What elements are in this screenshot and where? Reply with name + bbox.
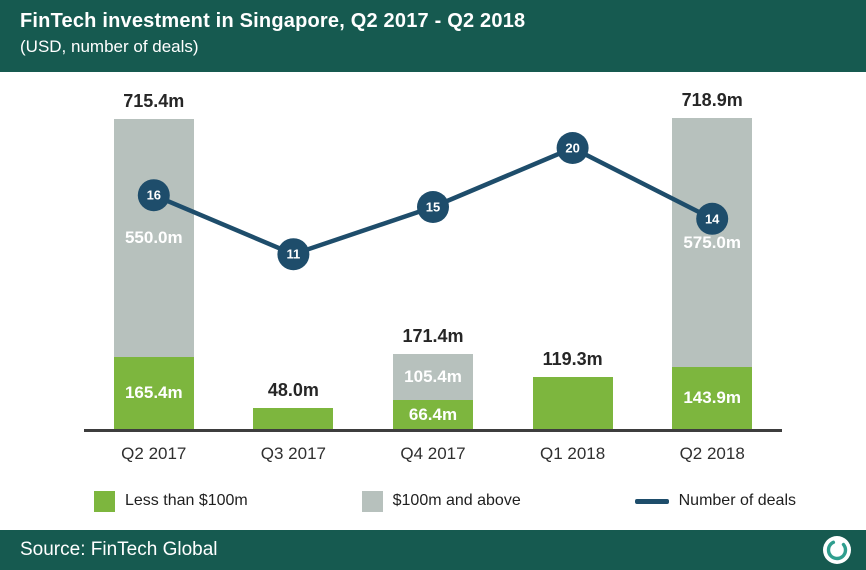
bar-total-label: 718.9m [681,90,743,110]
legend-item-less-than-100m: Less than $100m [94,490,248,512]
x-axis-line [84,429,782,432]
legend-item-number-of-deals: Number of deals [634,492,796,510]
bar-segment-lessthan100m-Q2-2018: 143.9m [672,367,753,429]
bar-segment-100mandabove-Q2-2018: 575.0m [672,118,753,367]
bar-segment-100mandabove-Q2-2017: 550.0m [113,119,194,357]
legend: Less than $100m $100m and above Number o… [0,488,866,514]
deals-marker [277,238,310,271]
source-text: Source: FinTech Global [20,539,218,560]
bar-segment-lessthan100m-Q3-2017 [253,408,334,429]
x-axis-label: Q4 2017 [400,444,466,463]
x-axis-label: Q2 2017 [121,444,187,463]
gray-swatch-icon [361,490,383,512]
bar-total-label: 119.3m [542,349,603,369]
x-axis-label: Q2 2018 [679,444,745,463]
bar-segment-100mandabove-Q4-2017: 105.4m [393,354,473,400]
x-axis-label: Q3 2017 [260,444,326,463]
deals-marker-value: 15 [426,200,440,215]
chart-header: FinTech investment in Singapore, Q2 2017… [0,0,866,72]
deals-line [152,145,714,257]
fintech-global-logo-icon [822,535,852,565]
segment-value-label: 66.4m [408,404,458,424]
bar-total-label: 715.4m [123,91,185,111]
bar-segment-lessthan100m-Q1-2018 [532,377,613,429]
segment-value-label: 575.0m [683,232,742,252]
bar-total-label: 171.4m [402,326,464,346]
green-swatch-icon [94,490,115,512]
segment-value-label: 550.0m [124,228,183,247]
deals-marker-value: 20 [565,141,579,156]
bar-total-label: 48.0m [267,380,319,400]
bar-segment-lessthan100m-Q2-2017: 165.4m [113,357,194,429]
deals-marker [556,132,589,164]
x-axis-label: Q1 2018 [539,444,606,463]
deals-line-swatch-icon [634,498,669,504]
bar-segment-lessthan100m-Q4-2017: 66.4m [393,400,473,429]
legend-label-100m-and-above: $100m and above [392,492,521,509]
segment-value-label: 105.4m [404,367,462,386]
legend-label-number-of-deals: Number of deals [678,492,796,509]
segment-value-label: 165.4m [124,383,183,402]
legend-label-less-than-100m: Less than $100m [125,492,248,509]
source-bar: Source: FinTech Global [0,530,866,570]
chart-subtitle: (USD, number of deals) [20,37,199,56]
segment-value-label: 143.9m [683,388,742,407]
deals-marker-value: 11 [287,247,301,262]
legend-item-100m-and-above: $100m and above [361,490,521,512]
chart-title: FinTech investment in Singapore, Q2 2017… [20,10,526,32]
deals-marker [417,191,449,223]
